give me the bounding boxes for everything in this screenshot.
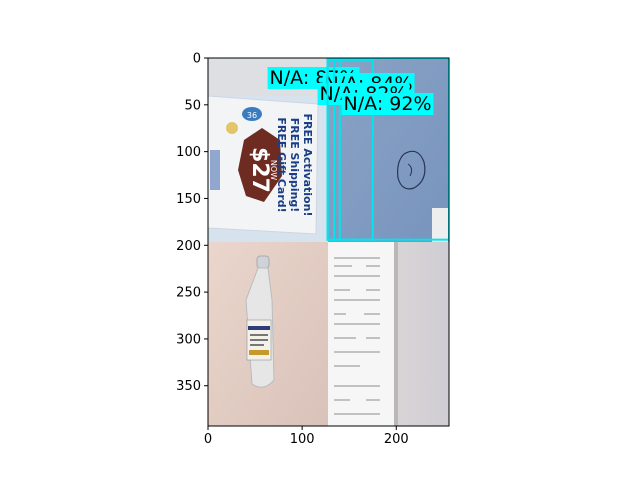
sign-headline-2: FREE Shipping! <box>288 118 301 213</box>
sign-headline-3: FREE Gift Card! <box>275 117 288 212</box>
y-axis: 0 50 100 150 200 250 300 350 <box>176 52 208 394</box>
y-tick-label: 50 <box>184 98 201 113</box>
image-mosaic: 36 NOW $27 FREE Activation! FREE Shippin… <box>208 58 449 426</box>
y-tick-label: 200 <box>176 239 201 254</box>
y-tick-label: 300 <box>176 332 201 347</box>
x-tick-label: 0 <box>204 432 212 447</box>
sign-headline-1: FREE Activation! <box>301 114 314 217</box>
x-tick-label: 100 <box>290 432 315 447</box>
y-tick-label: 150 <box>176 192 201 207</box>
axes-frame <box>207 57 450 427</box>
detection-label-bg <box>341 93 434 115</box>
detection-overlays: N/A: 87%N/A: 84%N/A: 82%N/A: 92% <box>267 58 449 241</box>
receipt-photo <box>328 242 449 426</box>
sign-now-text: NOW <box>269 160 278 180</box>
y-tick-label: 0 <box>193 52 201 67</box>
y-tick-label: 100 <box>176 145 201 160</box>
detection-label: N/A: 92% <box>344 93 432 115</box>
sign-price-text: $27 <box>247 147 272 193</box>
detection-box <box>326 58 449 241</box>
sign-badge-text: 36 <box>247 111 257 120</box>
x-tick-label: 200 <box>384 432 409 447</box>
plastic-bottle-photo <box>208 242 328 426</box>
y-tick-label: 250 <box>176 286 201 301</box>
y-tick-label: 350 <box>176 379 201 394</box>
x-axis: 0 100 200 <box>204 426 409 447</box>
